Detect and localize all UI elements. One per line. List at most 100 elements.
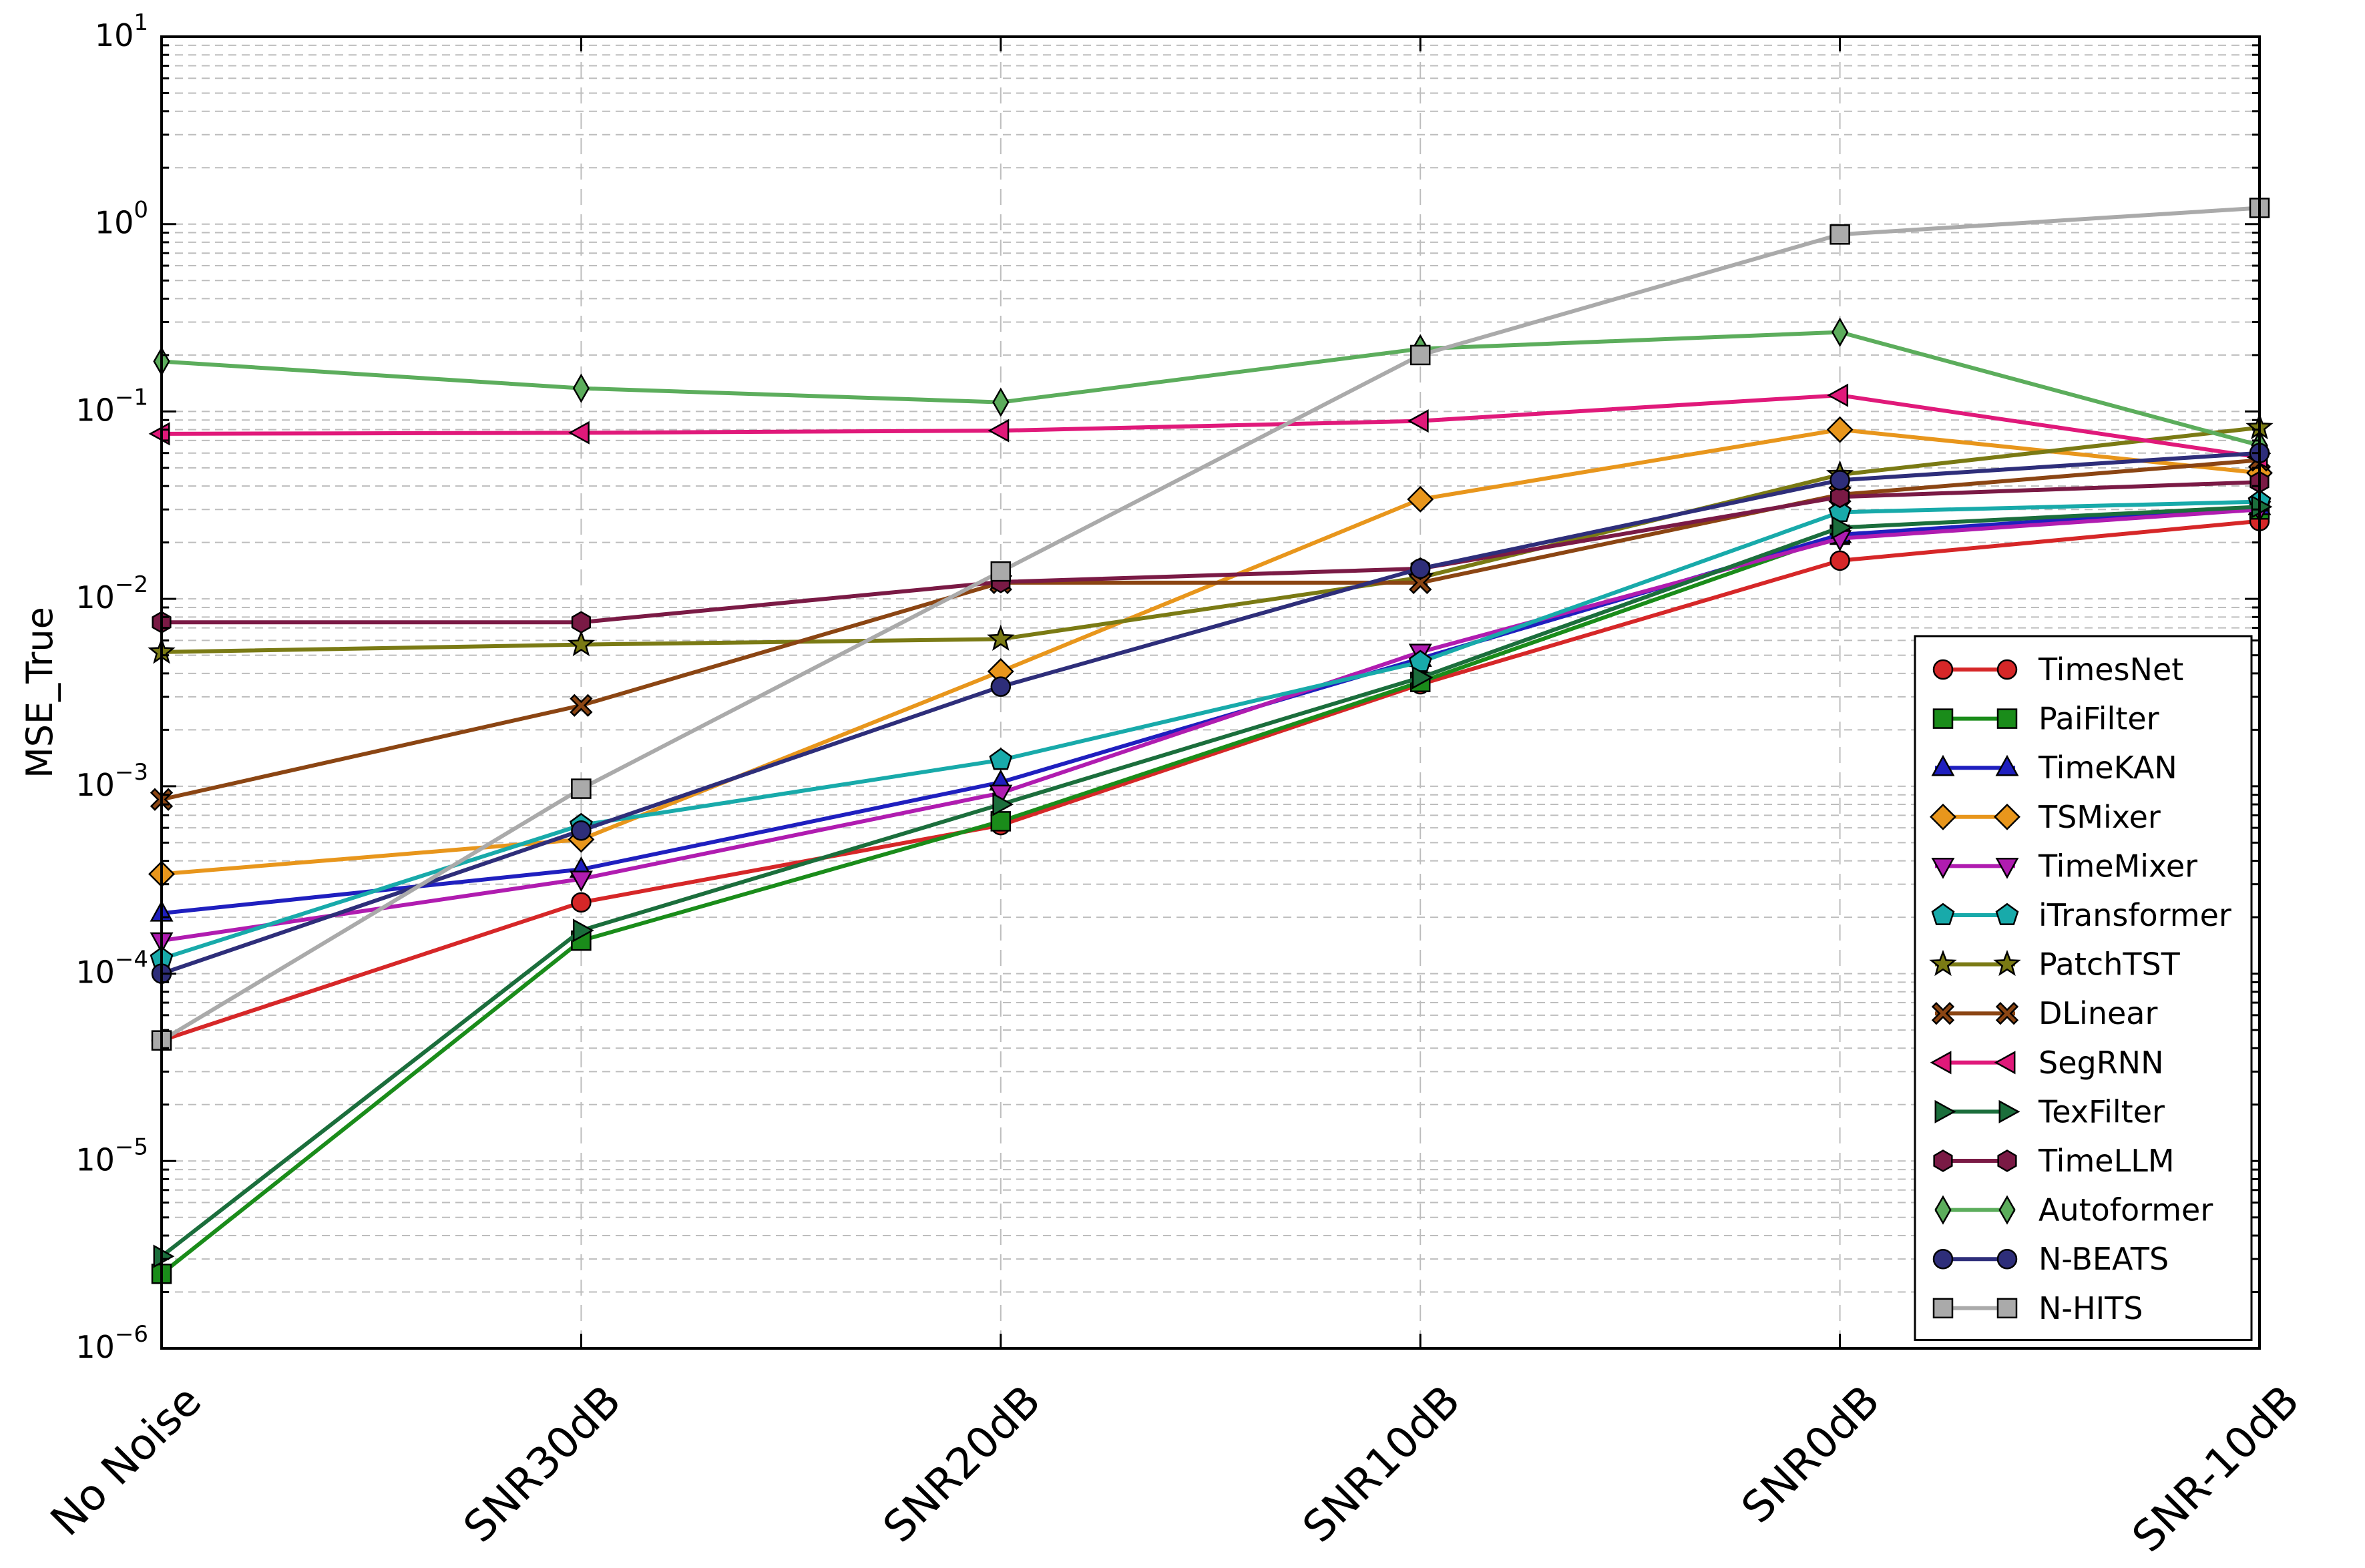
legend-marker: [1931, 1002, 1955, 1025]
legend-marker: [1932, 659, 1954, 680]
legend-marker: [1998, 1099, 2020, 1123]
series-line: [161, 425, 2260, 654]
data-point: [1830, 485, 1850, 509]
data-point: [1827, 383, 1849, 407]
legend-item: iTransformer: [1931, 897, 2231, 933]
legend-marker: [1995, 857, 2019, 879]
legend-marker: [1996, 659, 2018, 680]
legend-label: TimeMixer: [2038, 848, 2197, 884]
series-tsmixer: [148, 416, 2273, 888]
data-point: [571, 611, 591, 634]
legend-marker: [1994, 803, 2020, 830]
series-layer: [148, 198, 2274, 1284]
data-point: [992, 387, 1010, 417]
legend-item: TimeMixer: [1931, 848, 2197, 884]
legend-marker: [1934, 1195, 1952, 1225]
legend-label: iTransformer: [2038, 897, 2231, 933]
y-tick-label: 10−5: [75, 1133, 148, 1178]
legend-item: TimeLLM: [1933, 1143, 2175, 1179]
x-tick-label: SNR20dB: [874, 1376, 1050, 1553]
legend-marker: [1996, 1248, 2018, 1270]
legend-marker: [1997, 1149, 2017, 1172]
legend-label: TimesNet: [2038, 651, 2183, 688]
legend-marker: [1995, 754, 2019, 776]
grid: [162, 37, 2260, 1348]
legend-item: TimeKAN: [1931, 750, 2177, 786]
data-point: [568, 421, 590, 445]
legend-item: N-BEATS: [1932, 1241, 2169, 1277]
data-point: [572, 373, 590, 403]
legend-label: TexFilter: [2038, 1093, 2165, 1129]
legend-marker: [1932, 708, 1954, 729]
data-point: [990, 561, 1012, 582]
series-segrnn: [148, 383, 2268, 469]
y-tick-label: 101: [95, 9, 148, 53]
series-line: [161, 505, 2260, 916]
legend-item: SegRNN: [1930, 1045, 2163, 1081]
data-point: [1831, 317, 1849, 347]
data-point: [1410, 558, 1431, 579]
legend-label: TimeKAN: [2038, 750, 2177, 786]
legend-marker: [1994, 1051, 2016, 1075]
x-tick-label: SNR10dB: [1294, 1376, 1470, 1553]
legend-marker: [1931, 857, 1955, 879]
x-tick-label: No Noise: [41, 1376, 211, 1546]
legend-label: SegRNN: [2038, 1045, 2163, 1081]
legend-marker: [1930, 1051, 1952, 1075]
data-point: [570, 694, 593, 717]
data-point: [990, 811, 1012, 832]
legend-marker: [1933, 1149, 1953, 1172]
series-line: [160, 206, 2260, 1043]
legend-marker: [1932, 1248, 1954, 1270]
legend-label: N-HITS: [2038, 1290, 2143, 1326]
data-point: [567, 629, 596, 657]
series-line: [162, 480, 2260, 625]
data-point: [989, 748, 1013, 770]
series-line: [161, 451, 2260, 976]
legend-marker: [1995, 902, 2019, 925]
data-point: [1830, 470, 1850, 491]
data-point: [1826, 416, 1854, 443]
y-tick-label: 100: [95, 197, 148, 241]
y-tick-labels: 10−6 10−5 10−4 10−3 10−2 10−1 100 101: [75, 9, 148, 1365]
series-line: [161, 393, 2260, 459]
series-line: [161, 499, 2260, 961]
legend-label: DLinear: [2038, 995, 2157, 1031]
x-tick-labels: No Noise SNR30dB SNR20dB SNR10dB SNR0dB SNR-1…: [41, 1376, 2309, 1562]
y-tick-label: 10−3: [75, 759, 148, 803]
legend-label: N-BEATS: [2038, 1241, 2169, 1277]
data-point: [571, 778, 592, 799]
y-tick-label: 10−6: [75, 1321, 148, 1365]
data-point: [571, 820, 592, 841]
legend-label: TimeLLM: [2038, 1143, 2175, 1179]
legend-marker: [1993, 949, 2021, 977]
legend-item: TexFilter: [1934, 1093, 2165, 1129]
x-tick-label: SNR-10dB: [2123, 1376, 2309, 1562]
legend-label: Autoformer: [2038, 1192, 2213, 1228]
legend-label: TSMixer: [2038, 799, 2161, 835]
legend-marker: [1930, 803, 1956, 830]
series-texfilter: [153, 495, 2273, 1268]
data-point: [153, 1244, 175, 1268]
data-point: [1412, 666, 1434, 690]
data-point: [987, 624, 1015, 651]
data-point: [571, 892, 592, 913]
legend-marker: [1995, 1002, 2019, 1025]
data-point: [988, 419, 1010, 443]
data-point: [1407, 409, 1429, 433]
series-line: [161, 330, 2260, 447]
y-tick-label: 10−4: [75, 947, 148, 991]
legend-marker: [1934, 1099, 1956, 1123]
data-point: [569, 870, 593, 892]
legend-marker: [1931, 902, 1955, 925]
legend-box: [1914, 635, 2253, 1341]
data-point: [1830, 224, 1850, 245]
y-tick-label: 10−1: [75, 384, 148, 428]
axis-ticks: [160, 35, 2261, 1350]
legend-item: N-HITS: [1932, 1290, 2143, 1326]
data-point: [572, 919, 594, 943]
series-line: [161, 458, 2260, 802]
series-line: [160, 505, 2260, 1258]
legend-marker: [1931, 754, 1955, 776]
